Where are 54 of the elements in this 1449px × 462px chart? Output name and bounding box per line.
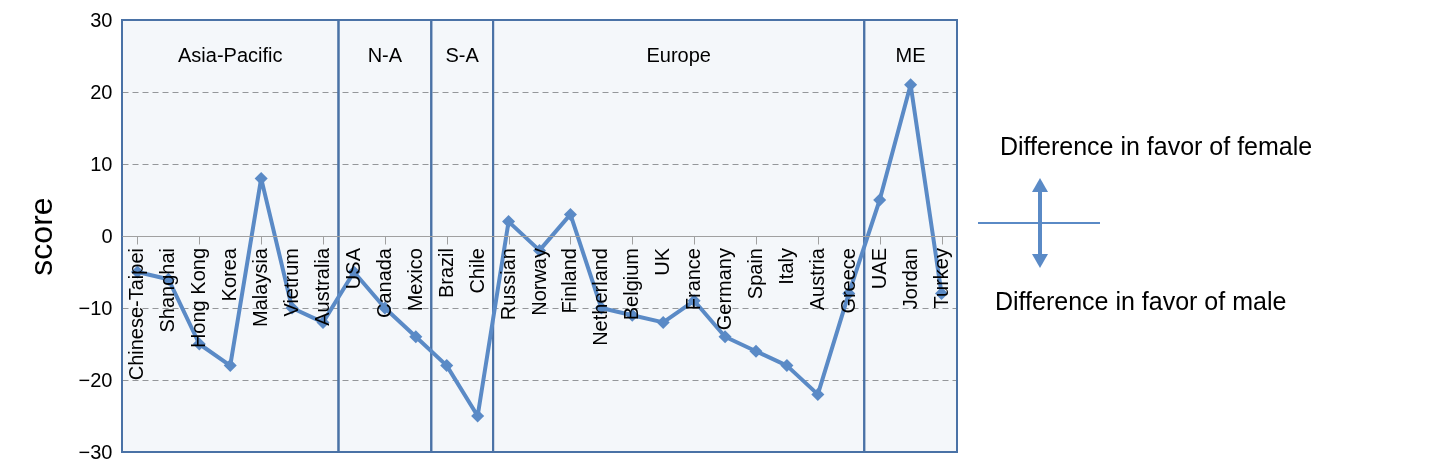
text: Difference in favor of female	[1000, 132, 1313, 161]
point	[502, 215, 516, 229]
x-tick-label: Canada	[372, 247, 395, 319]
x-tick-label: Russian	[496, 248, 519, 321]
x-tick-label: Brazil	[434, 248, 457, 299]
y-tick-label: 20	[90, 80, 113, 103]
x-tick-label: Mexico	[403, 248, 426, 312]
x-tick-label: France	[682, 248, 705, 311]
y-tick-label: 0	[101, 224, 113, 247]
y-tick-label: −20	[78, 368, 113, 391]
point	[811, 387, 825, 401]
x-tick-label: UAE	[867, 248, 890, 290]
x-tick-label: Italy	[774, 248, 797, 285]
band-label: N-A	[367, 44, 403, 66]
x-tick-label: Jordan	[898, 248, 921, 310]
y-tick-label: −30	[78, 440, 113, 462]
text: Difference in favor of male	[995, 287, 1287, 316]
x-tick-label: Korea	[218, 247, 241, 302]
x-tick-label: Spain	[743, 248, 766, 300]
point	[718, 330, 732, 344]
x-tick-label: Austria	[805, 247, 828, 311]
band-label: S-A	[445, 44, 480, 66]
x-tick-label: Australia	[311, 247, 334, 326]
x-tick-label: Norway	[527, 248, 550, 316]
y-tick-label: 30	[90, 8, 113, 31]
band-label: Europe	[646, 44, 711, 66]
point	[656, 315, 670, 329]
x-tick-label: Netherland	[589, 248, 612, 346]
point	[749, 344, 763, 358]
x-tick-label: Germany	[713, 248, 736, 331]
band-label: Asia-Pacific	[178, 44, 283, 66]
x-tick-label: USA	[341, 247, 364, 290]
x-tick-label: Malaysia	[249, 247, 272, 327]
y-axis-title: score	[22, 197, 59, 276]
x-tick-label: Turkey	[929, 248, 952, 309]
x-tick-label: Finland	[558, 248, 581, 314]
point	[254, 171, 268, 185]
point	[440, 359, 454, 373]
x-tick-label: Belgium	[620, 248, 643, 321]
x-tick-label: Chinese-Taipei	[125, 248, 148, 381]
point	[873, 193, 887, 207]
point	[223, 359, 237, 373]
band-label: ME	[895, 44, 926, 66]
point	[409, 330, 423, 344]
y-tick-label: −10	[78, 296, 113, 319]
x-tick-label: Vietrum	[280, 248, 303, 317]
point	[780, 359, 794, 373]
x-tick-label: Greece	[836, 248, 859, 314]
x-tick-label: Hong Kong	[187, 248, 210, 349]
x-tick-label: UK	[651, 247, 674, 276]
y-tick-label: 10	[90, 152, 113, 175]
x-tick-label: Shanghai	[156, 248, 179, 333]
x-tick-label: Chile	[465, 248, 488, 294]
point	[563, 207, 577, 221]
